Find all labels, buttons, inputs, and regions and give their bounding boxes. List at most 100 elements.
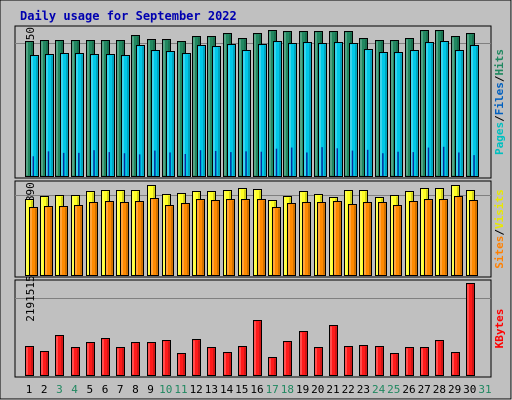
bar-files-day-27 [425, 42, 434, 177]
xtick-label-day-4: 4 [71, 383, 78, 396]
bar-files-day-1 [30, 55, 39, 177]
xtick-label-day-11: 11 [174, 383, 187, 396]
bar-sites-day-12 [196, 199, 205, 276]
ylabel-part: / [493, 115, 506, 122]
bar-files-day-21 [334, 42, 343, 177]
bar-files-day-4 [75, 53, 84, 177]
bar-sites-day-21 [333, 201, 342, 276]
bar-files-day-7 [121, 55, 130, 177]
bar-pages-day-7 [123, 153, 126, 176]
bar-sites-day-16 [257, 199, 266, 276]
bar-files-day-19 [303, 42, 312, 177]
xtick-label-day-16: 16 [250, 383, 263, 396]
bar-sites-day-20 [317, 202, 326, 276]
xtick-label-day-2: 2 [41, 383, 48, 396]
xtick-label-day-5: 5 [86, 383, 93, 396]
xtick-label-day-3: 3 [56, 383, 63, 396]
bar-kbytes-day-18 [283, 341, 292, 376]
ylabel-part: Sites [493, 236, 506, 269]
bar-kbytes-day-8 [131, 342, 140, 376]
xtick-label-day-18: 18 [281, 383, 294, 396]
bar-kbytes-day-12 [192, 339, 201, 376]
bar-files-day-2 [45, 54, 54, 177]
ylabel-part: Visits [493, 189, 506, 229]
bar-kbytes-day-25 [390, 353, 399, 376]
bar-files-day-15 [242, 50, 251, 177]
ylabel-part: Pages [493, 122, 506, 155]
bar-kbytes-day-19 [299, 331, 308, 376]
xtick-label-day-27: 27 [418, 383, 431, 396]
xtick-label-day-9: 9 [147, 383, 154, 396]
ylabel-hits-files-pages: Pages/Files/Hits [493, 49, 506, 155]
bar-kbytes-day-7 [116, 347, 125, 376]
bar-sites-day-10 [165, 205, 174, 276]
bar-files-day-6 [106, 54, 115, 177]
bar-pages-day-16 [260, 151, 262, 176]
bar-kbytes-day-30 [466, 283, 475, 376]
chart-title: Daily usage for September 2022 [20, 9, 237, 23]
bar-files-day-16 [258, 44, 267, 177]
bar-pages-day-28 [442, 146, 445, 176]
bar-files-day-12 [197, 45, 206, 177]
ylabel-part: Hits [493, 49, 506, 76]
bar-sites-day-5 [89, 202, 98, 276]
bar-pages-day-14 [230, 152, 232, 176]
bar-pages-day-18 [290, 147, 293, 176]
xtick-label-day-12: 12 [190, 383, 203, 396]
ylabel-part: KBytes [493, 309, 506, 349]
bar-pages-day-21 [336, 148, 338, 176]
bar-kbytes-day-28 [435, 340, 444, 376]
xtick-label-day-13: 13 [205, 383, 218, 396]
bar-pages-day-1 [32, 156, 34, 176]
bar-kbytes-day-24 [375, 346, 384, 376]
xtick-label-day-31: 31 [478, 383, 491, 396]
xtick-label-day-1: 1 [26, 383, 33, 396]
bar-files-day-17 [273, 41, 282, 177]
bar-files-day-10 [166, 51, 175, 177]
bar-pages-day-6 [108, 152, 110, 176]
xtick-label-day-22: 22 [342, 383, 355, 396]
bar-kbytes-day-26 [405, 347, 414, 376]
bar-files-day-22 [349, 43, 358, 177]
bar-files-day-23 [364, 49, 373, 177]
bar-kbytes-day-15 [238, 346, 247, 376]
bar-kbytes-day-22 [344, 346, 353, 376]
bar-kbytes-day-17 [268, 357, 277, 376]
ytick-label-kbytes: 2191515 [24, 275, 37, 321]
bar-kbytes-day-16 [253, 320, 262, 376]
bar-pages-day-10 [169, 152, 171, 176]
bar-sites-day-30 [469, 200, 478, 276]
bar-pages-day-11 [184, 153, 186, 176]
bar-kbytes-day-14 [223, 352, 232, 376]
bar-files-day-8 [136, 45, 145, 177]
xtick-label-day-17: 17 [266, 383, 279, 396]
bar-kbytes-day-29 [451, 352, 460, 376]
xtick-label-day-7: 7 [117, 383, 124, 396]
bar-pages-day-5 [93, 150, 95, 176]
ylabel-part: Files [493, 82, 506, 115]
xtick-label-day-14: 14 [220, 383, 234, 396]
bar-files-day-18 [288, 43, 297, 177]
bar-files-day-14 [227, 44, 236, 177]
bar-sites-day-3 [59, 206, 68, 276]
bar-sites-day-8 [135, 201, 144, 276]
ylabel-kbytes: KBytes [493, 309, 506, 349]
bar-sites-day-19 [302, 202, 311, 276]
bar-sites-day-15 [241, 199, 250, 276]
ylabel-part: / [493, 229, 506, 236]
bar-sites-day-28 [439, 199, 448, 276]
xtick-label-day-15: 15 [235, 383, 248, 396]
bar-sites-day-9 [150, 198, 159, 276]
bar-kbytes-day-13 [207, 347, 216, 376]
bar-pages-day-4 [78, 152, 80, 176]
bar-kbytes-day-20 [314, 347, 323, 376]
bar-files-day-9 [151, 50, 160, 177]
bar-files-day-29 [455, 50, 464, 177]
bar-kbytes-day-1 [25, 346, 34, 376]
bar-sites-day-17 [272, 207, 281, 276]
bar-sites-day-24 [378, 202, 387, 276]
bar-kbytes-day-2 [40, 351, 49, 376]
xtick-label-day-26: 26 [402, 383, 415, 396]
ylabel-visits-sites: Sites/Visits [493, 189, 506, 269]
